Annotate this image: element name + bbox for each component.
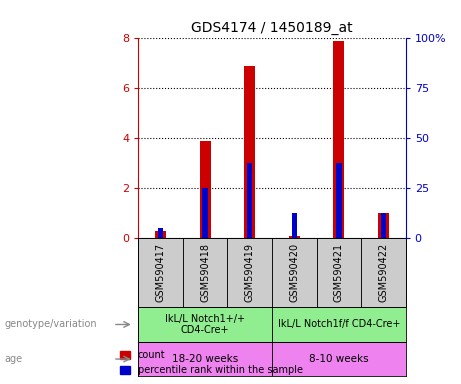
- Bar: [336, 163, 342, 238]
- Bar: [202, 188, 208, 238]
- Bar: [247, 163, 252, 238]
- Bar: [292, 213, 297, 238]
- Bar: [333, 41, 344, 238]
- Text: 18-20 weeks: 18-20 weeks: [172, 354, 238, 364]
- Bar: [155, 230, 166, 238]
- Bar: [138, 342, 272, 376]
- Text: IkL/L Notch1f/f CD4-Cre+: IkL/L Notch1f/f CD4-Cre+: [278, 319, 400, 329]
- Text: GSM590418: GSM590418: [200, 243, 210, 302]
- Text: genotype/variation: genotype/variation: [5, 319, 97, 329]
- Text: GSM590420: GSM590420: [289, 243, 299, 302]
- Text: 8-10 weeks: 8-10 weeks: [309, 354, 369, 364]
- Text: GSM590422: GSM590422: [378, 243, 389, 302]
- Text: GSM590419: GSM590419: [245, 243, 255, 302]
- Legend: count, percentile rank within the sample: count, percentile rank within the sample: [120, 351, 302, 375]
- Title: GDS4174 / 1450189_at: GDS4174 / 1450189_at: [191, 21, 353, 35]
- Text: age: age: [5, 354, 23, 364]
- Bar: [244, 66, 255, 238]
- Bar: [138, 238, 183, 307]
- Bar: [227, 238, 272, 307]
- Bar: [378, 213, 389, 238]
- Bar: [289, 235, 300, 238]
- Bar: [317, 238, 361, 307]
- Bar: [158, 228, 163, 238]
- Bar: [381, 213, 386, 238]
- Bar: [361, 238, 406, 307]
- Bar: [272, 307, 406, 342]
- Text: GSM590417: GSM590417: [155, 243, 165, 302]
- Bar: [272, 238, 317, 307]
- Bar: [183, 238, 227, 307]
- Text: GSM590421: GSM590421: [334, 243, 344, 302]
- Bar: [272, 342, 406, 376]
- Bar: [138, 307, 272, 342]
- Text: IkL/L Notch1+/+
CD4-Cre+: IkL/L Notch1+/+ CD4-Cre+: [165, 314, 245, 335]
- Bar: [200, 141, 211, 238]
